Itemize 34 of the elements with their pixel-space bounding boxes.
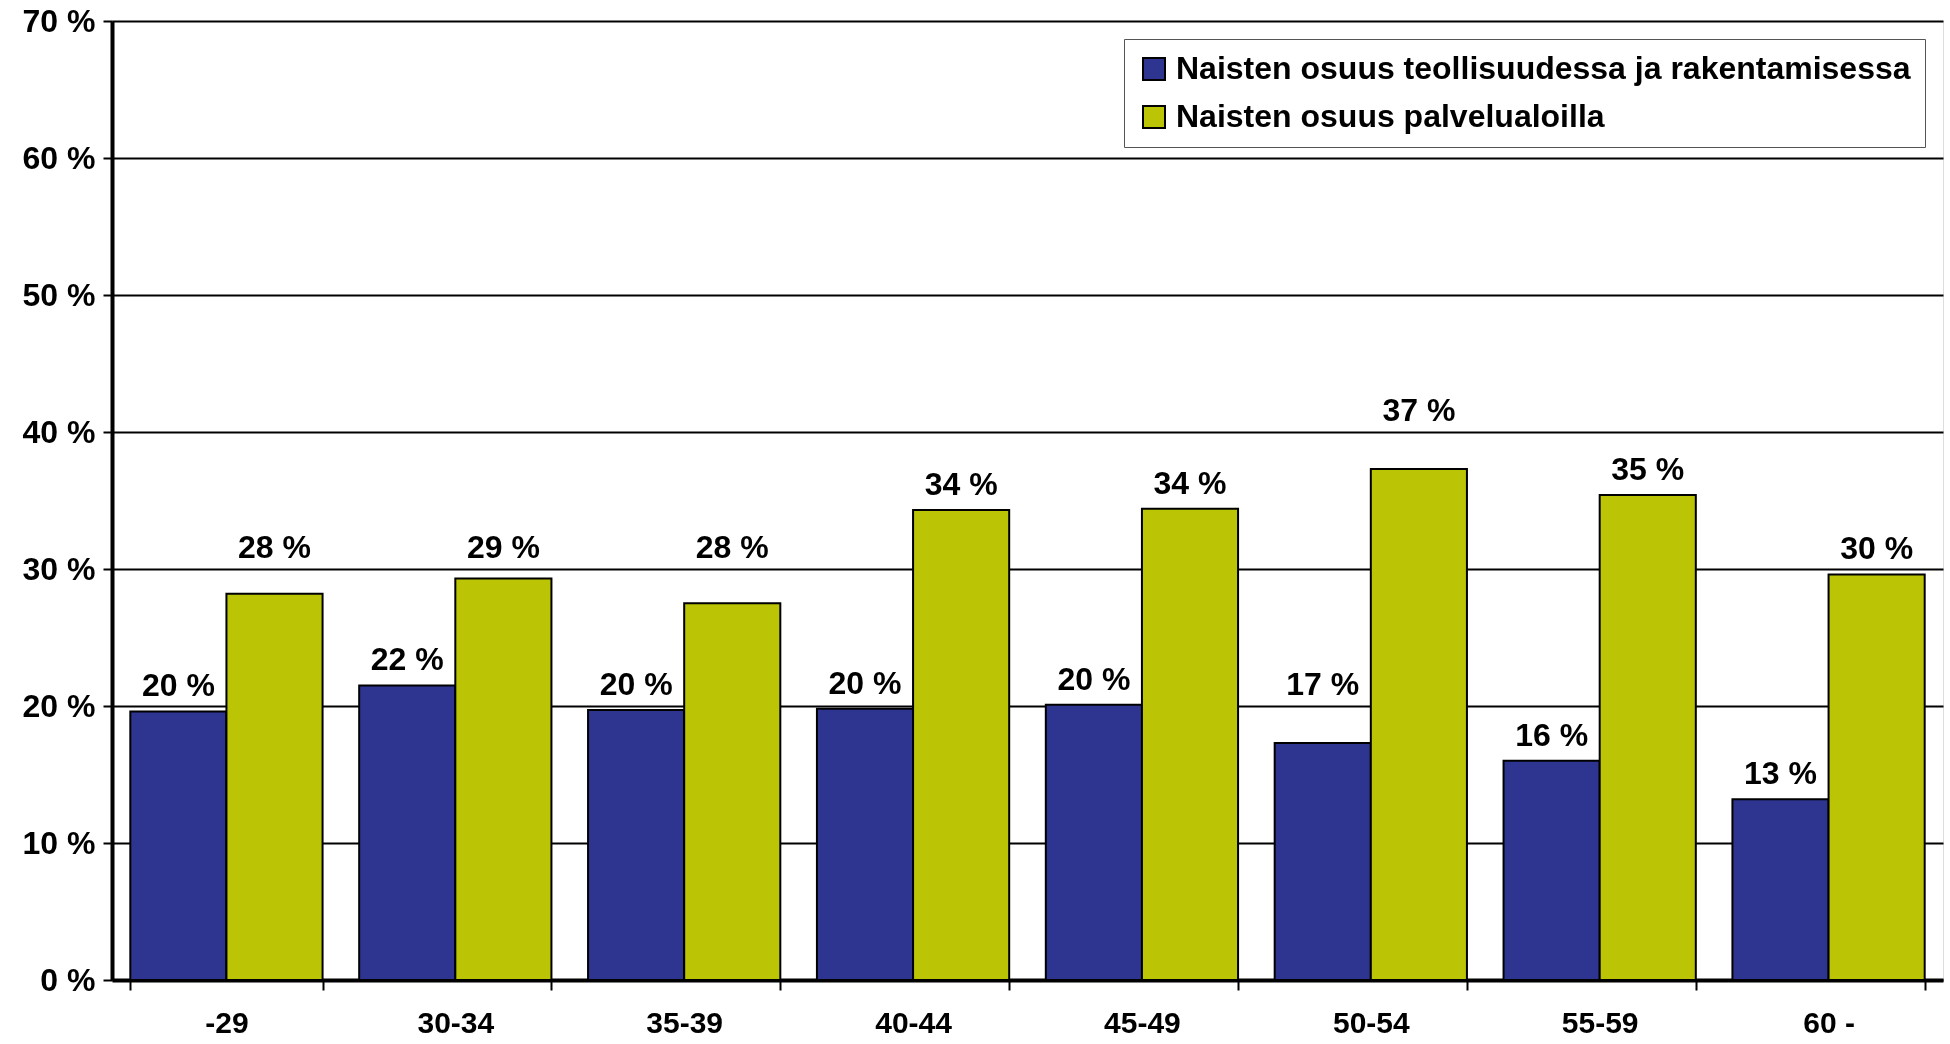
data-label: 20 % (141, 667, 215, 704)
legend-label: Naisten osuus palvelualoilla (1176, 98, 1605, 134)
data-label: 30 % (1840, 530, 1914, 567)
x-tick-label: 50-54 (1332, 1005, 1410, 1039)
data-label: 16 % (1515, 716, 1589, 753)
x-tick-label: 60 - (1803, 1005, 1855, 1039)
data-label: 28 % (238, 529, 311, 565)
y-tick-label: 30 % (22, 550, 96, 587)
y-tick-label: 0 % (40, 961, 96, 998)
data-label: 29 % (466, 529, 540, 565)
data-label: 37 % (1382, 392, 1456, 428)
data-label: 20 % (828, 664, 902, 701)
x-tick-label: 55-59 (1561, 1005, 1639, 1039)
y-tick-label: 40 % (22, 413, 96, 450)
y-tick-label: 10 % (22, 824, 96, 861)
legend-label: Naisten osuus teollisuudessa ja rakentamisessa (1176, 50, 1911, 86)
y-tick-label: 50 % (22, 276, 96, 313)
x-tick-label: 35-39 (646, 1005, 724, 1039)
data-label: 13 % (1744, 755, 1817, 792)
y-tick-label: 20 % (22, 687, 96, 724)
x-tick-label: -29 (205, 1005, 249, 1039)
data-label: 17 % (1286, 666, 1360, 702)
x-tick-label: 30-34 (417, 1005, 495, 1039)
data-label: 34 % (924, 466, 998, 503)
data-label: 34 % (1153, 464, 1227, 501)
x-tick-label: 45-49 (1104, 1005, 1181, 1039)
x-tick-label: 40-44 (875, 1005, 953, 1039)
y-tick-label: 60 % (22, 139, 96, 176)
data-label: 22 % (370, 641, 444, 678)
y-tick-label: 70 % (22, 2, 96, 39)
data-label: 28 % (695, 529, 769, 565)
data-label: 35 % (1611, 451, 1685, 488)
data-label: 20 % (1057, 660, 1131, 697)
data-label: 20 % (599, 666, 673, 703)
